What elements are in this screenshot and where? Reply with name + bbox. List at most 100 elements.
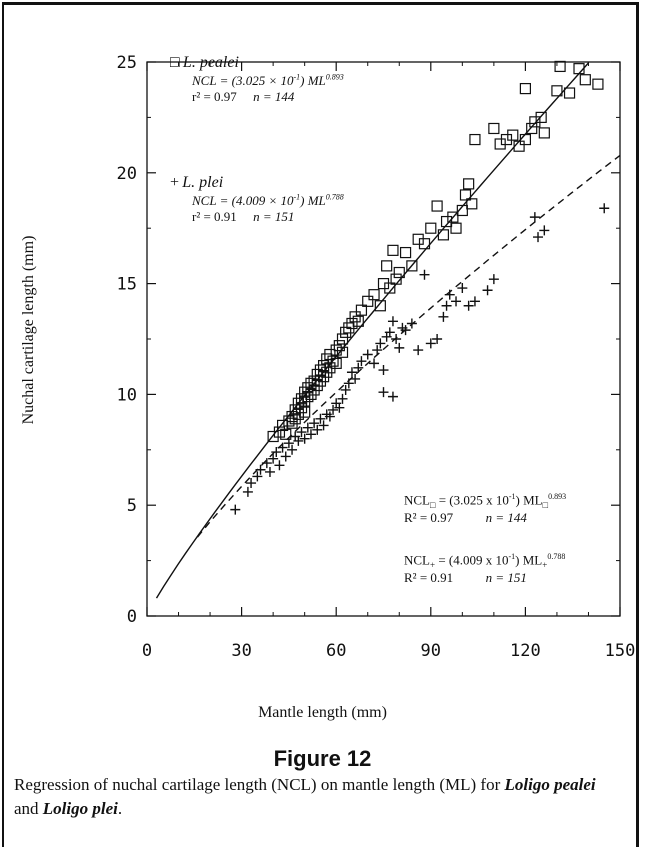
data-point-plus <box>287 444 298 455</box>
data-point-plus <box>315 413 326 424</box>
data-point-plus <box>350 373 361 384</box>
data-point-plus <box>387 391 398 402</box>
axes: 0 30 60 90 120 150 0 5 10 15 20 25 <box>117 53 636 661</box>
data-point-plus <box>264 466 275 477</box>
data-point-square <box>352 315 364 327</box>
data-point-square <box>554 60 566 73</box>
y-tick-label: 25 <box>117 53 137 73</box>
y-axis-label: Nuchal cartilage length (mm) <box>20 235 37 425</box>
data-point-square <box>431 200 443 212</box>
data-point-plus <box>252 471 263 482</box>
data-point-plus <box>268 453 279 464</box>
data-point-plus <box>283 438 294 449</box>
data-point-square <box>519 133 532 146</box>
data-point-square <box>336 333 349 345</box>
data-point-square <box>463 178 475 190</box>
data-point-plus <box>309 418 320 429</box>
data-point-plus <box>340 384 351 395</box>
annotation-pealei: NCL□ = (3.025 x 10-1) ML□0.893 R² = 0.97… <box>404 492 566 526</box>
data-point-square <box>333 340 345 352</box>
data-point-square <box>573 63 585 75</box>
data-point-square <box>387 244 399 256</box>
data-point-square <box>381 260 393 272</box>
data-point-square <box>299 406 311 418</box>
data-point-plus <box>425 338 436 349</box>
data-point-plus <box>261 458 272 469</box>
x-axis-label: Mantle length (mm) <box>258 704 387 721</box>
data-point-plus <box>274 460 285 471</box>
data-point-plus <box>391 334 402 344</box>
series-plei <box>230 203 610 515</box>
annotation-stats-plei: R² = 0.91 n = 151 <box>404 569 527 585</box>
data-point-square <box>535 111 547 124</box>
y-tick-label: 0 <box>127 607 137 627</box>
data-point-plus <box>305 429 316 440</box>
data-point-square <box>374 300 386 312</box>
data-point-square <box>488 122 500 135</box>
data-point-plus <box>438 311 449 322</box>
data-point-square <box>280 428 292 440</box>
data-point-plus <box>463 300 474 311</box>
data-point-plus <box>419 269 430 280</box>
data-point-square <box>459 189 472 201</box>
plot-area-border <box>146 61 621 617</box>
data-point-square <box>579 74 591 86</box>
data-point-plus <box>432 334 443 344</box>
data-point-square <box>399 246 412 259</box>
y-tick-label: 15 <box>117 275 137 295</box>
y-tick-label: 10 <box>117 385 137 405</box>
data-point-square <box>406 260 418 272</box>
data-point-plus <box>539 225 550 236</box>
legend-pealei: □ L. pealei NCL = (3.025 × 10-1) ML0.893… <box>170 54 344 105</box>
data-point-plus <box>372 345 383 356</box>
data-point-plus <box>457 283 468 294</box>
data-point-square <box>302 391 314 403</box>
data-point-plus <box>384 327 395 338</box>
data-point-square <box>292 408 304 420</box>
caption-species-1: Loligo pealei <box>504 775 596 794</box>
data-point-plus <box>324 411 335 422</box>
data-point-plus <box>246 478 257 489</box>
data-point-plus <box>469 296 480 307</box>
data-point-square <box>447 211 459 223</box>
series-pealei <box>267 60 604 443</box>
data-point-square <box>336 346 349 358</box>
legend-name-plei: L. plei <box>182 174 224 191</box>
regression-line-pealei <box>155 62 590 599</box>
data-point-square <box>526 122 538 135</box>
data-point-plus <box>353 362 364 373</box>
data-point-plus <box>299 433 310 444</box>
x-tick-label: 150 <box>605 641 636 661</box>
data-point-square <box>507 129 519 141</box>
data-point-plus <box>318 420 329 431</box>
x-tick-label: 90 <box>421 641 441 661</box>
data-point-plus <box>334 402 345 413</box>
legend-stats-pealei: r² = 0.97 n = 144 <box>192 89 295 105</box>
data-point-plus <box>337 393 348 404</box>
data-point-plus <box>599 203 610 214</box>
x-tick-label: 0 <box>142 641 152 661</box>
data-point-plus <box>346 367 357 378</box>
data-points <box>230 60 610 515</box>
legend-name-pealei: L. pealei <box>182 54 239 71</box>
data-point-plus <box>441 300 452 311</box>
plus-symbol-icon: + <box>170 174 180 191</box>
data-point-plus <box>293 435 304 446</box>
x-tick-label: 30 <box>231 641 251 661</box>
data-point-square <box>390 273 402 285</box>
data-point-plus <box>378 365 389 376</box>
data-point-plus <box>343 378 354 389</box>
data-point-plus <box>394 342 405 353</box>
data-point-plus <box>387 316 398 327</box>
data-point-square <box>450 222 462 234</box>
figure-title: Figure 12 <box>273 746 372 771</box>
regression-lines <box>155 62 621 599</box>
data-point-square <box>437 229 450 241</box>
data-point-square <box>466 198 478 210</box>
data-point-square <box>469 133 481 146</box>
data-point-plus <box>302 422 313 433</box>
annotation-stats-pealei: R² = 0.97 n = 144 <box>404 509 527 525</box>
legend-stats-plei: r² = 0.91 n = 151 <box>192 209 295 225</box>
data-point-plus <box>271 447 282 458</box>
x-tick-label: 60 <box>326 641 346 661</box>
